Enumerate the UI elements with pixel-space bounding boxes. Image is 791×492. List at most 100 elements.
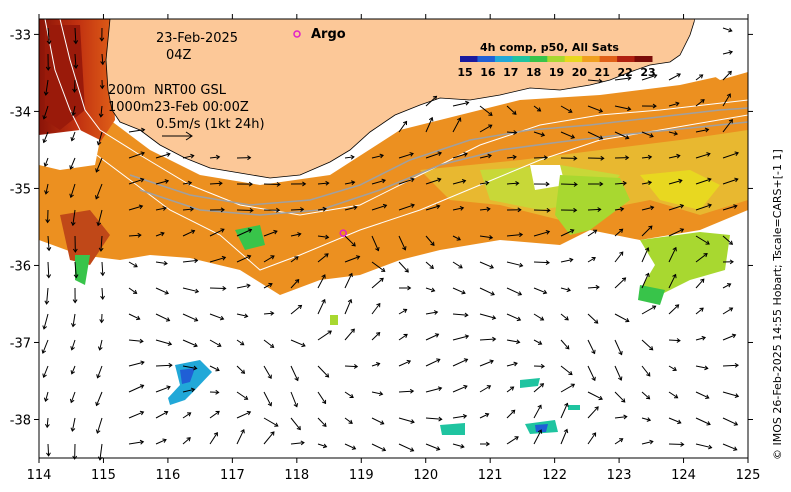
current-vector — [101, 53, 104, 65]
current-vector-head — [70, 346, 75, 351]
current-vector — [506, 436, 519, 445]
current-vector — [43, 313, 49, 330]
current-vector — [560, 365, 573, 375]
current-vector-head — [94, 195, 100, 200]
current-vector — [452, 207, 464, 211]
current-vector — [722, 152, 739, 159]
current-vector-head — [70, 136, 75, 142]
current-vector-head — [46, 247, 52, 252]
current-vector — [668, 339, 680, 342]
current-vector — [506, 233, 523, 237]
y-axis: -33 -34 -35 -36 -37 -38 — [10, 28, 753, 428]
current-vector — [398, 204, 415, 211]
current-vector-head — [297, 304, 303, 310]
current-vector — [74, 27, 77, 44]
current-vector — [614, 416, 627, 419]
current-vector-head — [162, 206, 167, 211]
current-vector — [425, 235, 435, 246]
current-vector-head — [70, 427, 76, 432]
current-vector — [128, 234, 141, 237]
current-vector — [72, 209, 76, 226]
current-vector-head — [71, 111, 76, 117]
current-vector — [263, 339, 274, 348]
y-tick-label: -35 — [10, 182, 31, 197]
current-vector-head — [220, 207, 225, 213]
current-vector — [263, 417, 279, 427]
current-vector-head — [733, 204, 738, 209]
current-vector-head — [619, 438, 624, 443]
current-vector — [722, 71, 732, 81]
current-vector-head — [457, 117, 462, 122]
current-vector — [344, 256, 360, 263]
current-vector-head — [163, 260, 168, 266]
current-vector-head — [70, 221, 76, 227]
current-vector — [182, 230, 195, 237]
argo-float-marker[interactable] — [339, 229, 347, 237]
altimetry-time-label: 23-Feb 00:00Z — [154, 100, 249, 115]
current-vector-head — [537, 340, 543, 345]
current-vector — [263, 391, 272, 406]
current-vector-head — [41, 349, 47, 354]
current-vector-head — [428, 116, 434, 122]
current-vector — [452, 313, 468, 316]
current-vector-head — [348, 272, 353, 278]
current-vector — [425, 311, 438, 315]
current-vector-head — [706, 421, 711, 426]
current-vector — [70, 391, 76, 403]
colorbar-swatch — [477, 56, 496, 62]
current-vector — [317, 391, 326, 404]
current-vector-head — [704, 127, 710, 133]
current-vector-head — [213, 431, 218, 437]
current-vector-head — [488, 235, 494, 240]
current-vector-head — [540, 363, 545, 369]
plot-frame — [38, 18, 749, 459]
current-vector-head — [569, 257, 574, 263]
current-vector-head — [621, 398, 626, 403]
current-vector — [263, 312, 274, 315]
current-vector — [71, 339, 76, 350]
current-vector-head — [486, 206, 491, 212]
current-vector-head — [243, 395, 249, 400]
current-vector — [43, 365, 49, 378]
current-vector — [371, 235, 379, 251]
current-vector — [695, 99, 705, 107]
current-vector-head — [133, 289, 138, 294]
current-vector — [425, 95, 437, 107]
current-vector-head — [726, 93, 731, 98]
current-vector — [155, 232, 165, 237]
current-vector-head — [402, 246, 407, 251]
current-vector-head — [540, 132, 546, 137]
current-vector-head — [677, 419, 682, 425]
colorbar: 4h comp, p50, All Sats 15 16 17 18 19 20 21 22 2… — [457, 41, 655, 79]
current-vector-head — [406, 359, 412, 365]
current-vector-head — [381, 267, 386, 272]
current-vector — [290, 279, 300, 289]
current-vector-head — [166, 385, 171, 390]
current-vector-head — [267, 402, 273, 407]
current-vector — [506, 313, 521, 321]
current-vector — [128, 411, 144, 419]
colorbar-tick-label: 20 — [572, 66, 588, 79]
current-vector — [425, 417, 442, 420]
current-vector — [641, 417, 651, 421]
current-vector-head — [592, 432, 597, 437]
current-vector — [209, 256, 226, 263]
current-vector — [587, 432, 596, 445]
current-vector-head — [140, 360, 145, 366]
current-vector-head — [380, 420, 385, 425]
current-vector — [344, 443, 356, 450]
current-vector-head — [514, 436, 519, 441]
current-vector-head — [728, 27, 733, 33]
x-tick-label: 123 — [607, 468, 632, 483]
current-vector-head — [219, 315, 225, 321]
current-vector — [695, 235, 710, 245]
x-tick-label: 124 — [671, 468, 696, 483]
current-vector — [452, 235, 461, 241]
current-vector — [344, 235, 356, 247]
colorbar-swatches — [460, 56, 653, 62]
current-vector-head — [598, 395, 603, 401]
current-vector — [42, 339, 49, 354]
current-vector-head — [270, 431, 275, 436]
current-vector-head — [512, 110, 517, 115]
current-vector-head — [378, 391, 384, 397]
